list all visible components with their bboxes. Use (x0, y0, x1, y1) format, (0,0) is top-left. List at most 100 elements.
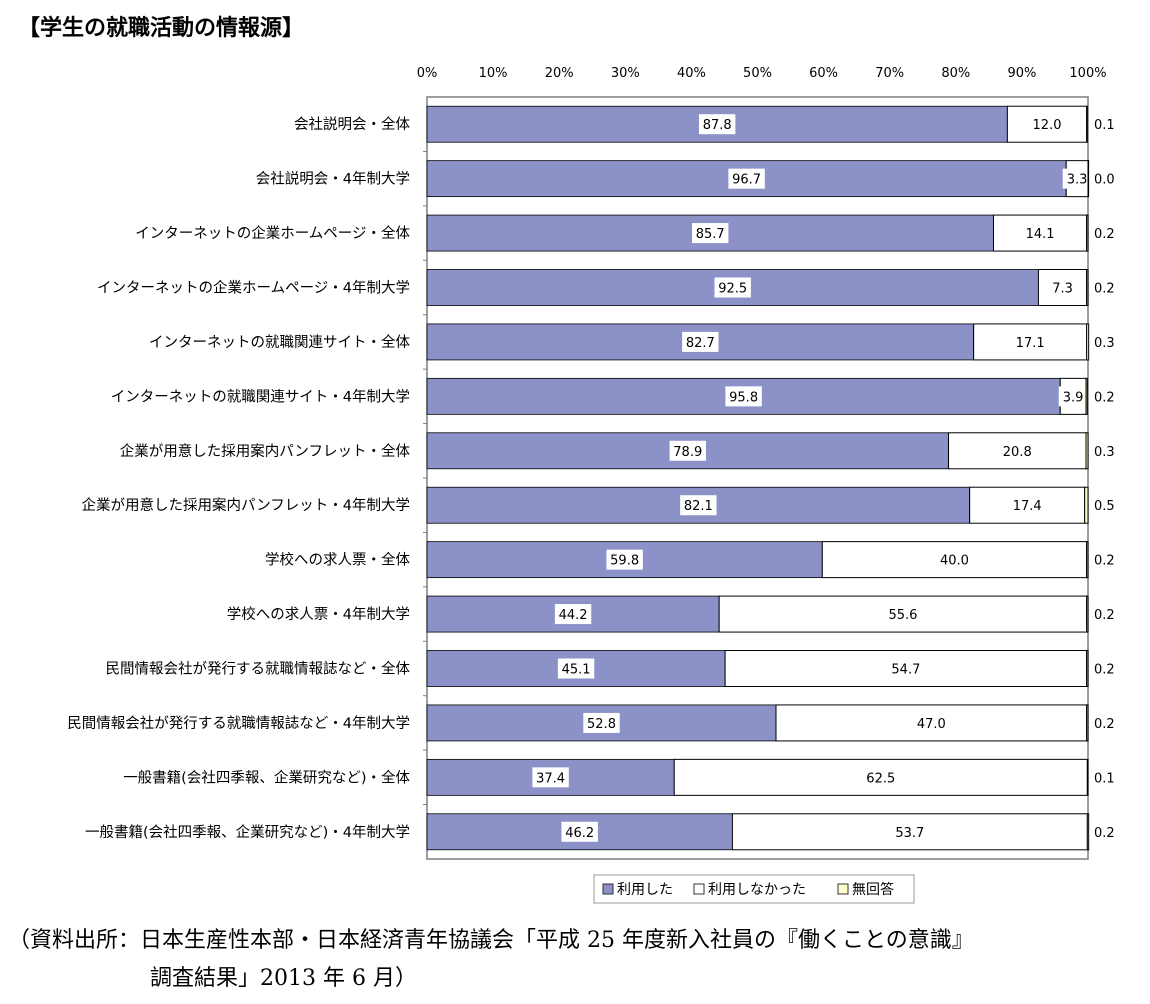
data-label-not-used: 53.7 (895, 826, 924, 841)
legend-swatch-used (602, 883, 614, 895)
data-label-box (554, 604, 592, 625)
source-note-line-1: （資料出所：日本生産性本部・日本経済青年協議会「平成 25 年度新入社員の『働く… (8, 928, 974, 953)
legend-label-no-answer: 無回答 (852, 881, 894, 898)
x-tick-label: 70% (875, 66, 904, 81)
data-label-box (714, 277, 751, 298)
bar-no-answer (1086, 214, 1089, 252)
data-label-no-answer: 0.2 (1094, 227, 1115, 242)
data-label-not-used: 54.7 (891, 663, 920, 678)
bar-used (426, 595, 720, 633)
data-label-no-answer: 0.5 (1094, 499, 1115, 514)
data-label-box (1048, 277, 1077, 298)
data-label-used: 87.8 (703, 118, 732, 133)
category-label: インターネットの企業ホームページ・全体 (135, 224, 410, 242)
data-label-box (680, 495, 717, 516)
data-label-not-used: 3.3 (1067, 173, 1088, 188)
data-label-no-answer: 0.3 (1094, 336, 1115, 351)
data-label-used: 96.7 (732, 173, 761, 188)
bar-no-answer (1086, 758, 1089, 796)
data-label-no-answer: 0.2 (1094, 554, 1115, 569)
bar-no-answer (1086, 541, 1089, 579)
data-label-box (1011, 331, 1049, 352)
data-label-no-answer: 0.2 (1094, 717, 1115, 732)
category-label: 学校への求人票・4年制大学 (227, 606, 410, 623)
data-label-box (698, 114, 736, 135)
legend-swatch-no-answer (837, 883, 849, 895)
legend-box (593, 874, 915, 904)
chart-title: 【学生の就職活動の情報源】 (18, 15, 304, 41)
category-label: 会社説明会・全体 (294, 115, 410, 133)
data-label-box (999, 440, 1036, 461)
data-label-box (884, 604, 922, 625)
category-label: 民間情報会社が発行する就職情報誌など・4年制大学 (67, 715, 410, 732)
x-tick-label: 20% (545, 66, 574, 81)
category-label: 民間情報会社が発行する就職情報誌など・全体 (106, 660, 411, 678)
x-tick-label: 40% (677, 66, 706, 81)
data-label-no-answer: 0.0 (1094, 173, 1115, 188)
data-label-used: 45.1 (562, 663, 591, 678)
bar-no-answer (1086, 595, 1089, 633)
category-label: 企業が用意した採用案内パンフレット・全体 (120, 442, 411, 460)
data-label-not-used: 55.6 (888, 608, 917, 623)
data-label-not-used: 12.0 (1033, 118, 1062, 133)
category-label: 企業が用意した採用案内パンフレット・4年制大学 (81, 496, 410, 514)
bar-no-answer (1086, 323, 1090, 361)
data-label-not-used: 47.0 (917, 717, 946, 732)
bar-no-answer (1086, 269, 1089, 306)
data-label-no-answer: 0.3 (1094, 445, 1115, 460)
bar-no-answer (1084, 486, 1089, 524)
bar-no-answer (1085, 377, 1088, 415)
data-label-used: 95.8 (729, 390, 758, 405)
data-label-not-used: 40.0 (940, 554, 969, 569)
category-label: 一般書籍(会社四季報、企業研究など)・全体 (123, 768, 410, 786)
data-label-not-used: 17.4 (1013, 499, 1042, 514)
data-label-box (1008, 495, 1046, 516)
no-answer-labels: 0.1 0.0 0.2 0.2 0.3 0.2 0.3 0.5 0.2 0.2 0.2 0.2 0.1 0… (1094, 118, 1115, 841)
data-label-not-used: 3.9 (1063, 390, 1084, 405)
data-label-box (891, 821, 929, 842)
data-label-not-used: 7.3 (1052, 282, 1073, 297)
data-label-no-answer: 0.1 (1094, 771, 1115, 786)
data-label-box (606, 549, 643, 570)
data-label-used: 82.7 (686, 336, 715, 351)
legend-label-not-used: 利用しなかった (708, 882, 806, 898)
data-label-used: 52.8 (587, 717, 616, 732)
x-tick-label: 0% (417, 66, 438, 81)
data-label-used: 85.7 (696, 227, 725, 242)
data-label-box (936, 549, 973, 570)
data-label-no-answer: 0.2 (1094, 826, 1115, 841)
category-label: 一般書籍(会社四季報、企業研究など)・4年制大学 (85, 823, 410, 841)
plot-frame (426, 96, 1089, 860)
data-label-no-answer: 0.2 (1094, 663, 1115, 678)
category-label: インターネットの就職関連サイト・全体 (149, 333, 410, 351)
data-label-box (682, 331, 719, 352)
data-label-not-used: 20.8 (1003, 445, 1032, 460)
bar-no-answer (1086, 704, 1089, 742)
x-tick-label: 90% (1007, 66, 1036, 81)
x-tick-label: 100% (1069, 66, 1106, 81)
data-label-used: 78.9 (673, 445, 702, 460)
data-label-box (692, 223, 729, 244)
data-label-box (728, 168, 765, 189)
data-label-box (862, 767, 899, 788)
data-label-box (532, 767, 569, 788)
data-label-used: 44.2 (559, 608, 588, 623)
bar-no-answer (1086, 650, 1089, 687)
x-tick-labels: 0% 10% 20% 30% 40% 50% 60% 70% 80% 90% 100% (417, 66, 1107, 81)
data-label-no-answer: 0.2 (1094, 608, 1115, 623)
bar-no-answer (1087, 160, 1090, 198)
data-label-used: 46.2 (565, 826, 594, 841)
x-tick-label: 10% (479, 66, 508, 81)
data-label-box (1028, 114, 1066, 135)
data-label-box (887, 658, 925, 679)
x-tick-label: 60% (809, 66, 838, 81)
data-label-used: 92.5 (718, 282, 747, 297)
x-tick-label: 30% (611, 66, 640, 81)
data-label-box (557, 658, 595, 679)
legend-swatch-not-used (693, 883, 705, 895)
data-label-box (1062, 168, 1092, 189)
category-label: 会社説明会・4年制大学 (256, 171, 410, 188)
data-label-no-answer: 0.2 (1094, 282, 1115, 297)
legend-label-used: 利用した (617, 882, 673, 898)
